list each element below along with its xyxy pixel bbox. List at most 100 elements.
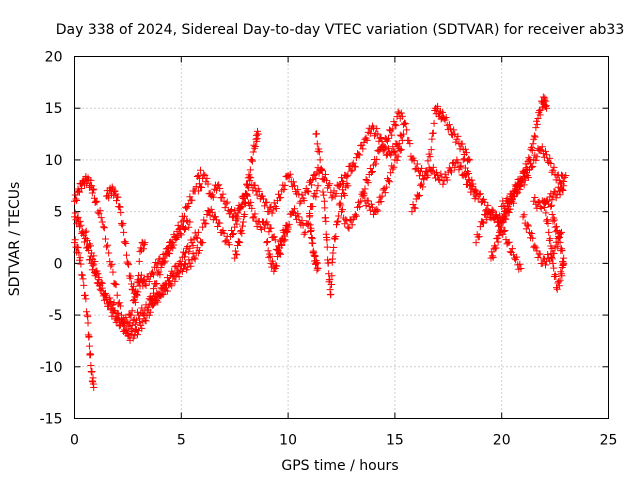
data-point bbox=[304, 220, 312, 228]
data-point bbox=[150, 271, 158, 279]
data-point bbox=[548, 255, 556, 263]
data-point bbox=[91, 199, 99, 207]
data-point bbox=[549, 217, 557, 225]
data-point bbox=[94, 270, 102, 278]
data-point bbox=[352, 212, 360, 220]
data-point bbox=[498, 219, 506, 227]
data-point bbox=[194, 187, 202, 195]
data-point bbox=[555, 232, 563, 240]
data-point bbox=[472, 239, 480, 247]
data-point bbox=[543, 151, 551, 159]
data-point bbox=[556, 191, 564, 199]
data-point bbox=[98, 279, 106, 287]
data-point bbox=[320, 197, 328, 205]
data-point bbox=[168, 243, 176, 251]
x-tick-label: 25 bbox=[600, 433, 618, 449]
data-point bbox=[268, 263, 276, 271]
x-tick-label: 15 bbox=[386, 433, 404, 449]
data-point bbox=[541, 261, 549, 269]
data-point bbox=[140, 311, 148, 319]
y-tick-label: -5 bbox=[49, 308, 63, 324]
data-point bbox=[543, 104, 551, 112]
data-point bbox=[314, 265, 322, 273]
data-point bbox=[103, 293, 111, 301]
data-point bbox=[306, 212, 314, 220]
data-point bbox=[280, 185, 288, 193]
data-point bbox=[243, 191, 251, 199]
data-point bbox=[273, 262, 281, 270]
data-point bbox=[373, 206, 381, 214]
data-point bbox=[320, 191, 328, 199]
data-point bbox=[181, 253, 189, 261]
data-point bbox=[277, 194, 285, 202]
data-point bbox=[478, 218, 486, 226]
data-point bbox=[172, 236, 180, 244]
data-point bbox=[528, 230, 536, 238]
data-point bbox=[105, 194, 113, 202]
data-point bbox=[227, 205, 235, 213]
data-point bbox=[78, 271, 86, 279]
data-point bbox=[76, 217, 84, 225]
data-point bbox=[538, 259, 546, 267]
data-point bbox=[351, 211, 359, 219]
data-point bbox=[145, 278, 153, 286]
data-point bbox=[488, 209, 496, 217]
data-point bbox=[117, 209, 125, 217]
data-point bbox=[135, 257, 143, 265]
data-point bbox=[495, 232, 503, 240]
data-point bbox=[344, 223, 352, 231]
data-point bbox=[264, 221, 272, 229]
data-point bbox=[235, 239, 243, 247]
data-point bbox=[170, 231, 178, 239]
data-point bbox=[117, 315, 125, 323]
data-point bbox=[278, 240, 286, 248]
data-point bbox=[535, 107, 543, 115]
data-point bbox=[558, 247, 566, 255]
data-point bbox=[553, 226, 561, 234]
y-tick-label: 20 bbox=[45, 50, 63, 66]
data-point bbox=[559, 258, 567, 266]
data-point bbox=[364, 179, 372, 187]
data-point bbox=[393, 156, 401, 164]
data-point bbox=[255, 187, 263, 195]
data-point bbox=[538, 143, 546, 151]
data-point bbox=[345, 224, 353, 232]
data-point bbox=[124, 259, 132, 267]
data-point bbox=[200, 216, 208, 224]
data-point bbox=[391, 148, 399, 156]
data-point bbox=[368, 168, 376, 176]
data-point bbox=[195, 180, 203, 188]
data-point bbox=[343, 173, 351, 181]
data-point bbox=[148, 295, 156, 303]
data-point bbox=[556, 238, 564, 246]
data-point bbox=[439, 113, 447, 121]
data-point bbox=[97, 278, 105, 286]
data-point bbox=[87, 176, 95, 184]
data-point bbox=[303, 187, 311, 195]
data-point bbox=[513, 253, 521, 261]
data-point bbox=[123, 318, 131, 326]
data-point bbox=[496, 226, 504, 234]
data-point bbox=[423, 167, 431, 175]
data-point bbox=[524, 173, 532, 181]
data-point bbox=[536, 111, 544, 119]
data-point bbox=[249, 186, 257, 194]
data-point bbox=[466, 156, 474, 164]
data-point bbox=[104, 241, 112, 249]
data-point bbox=[356, 203, 364, 211]
data-point bbox=[502, 212, 510, 220]
data-point bbox=[313, 140, 321, 148]
data-point bbox=[127, 325, 135, 333]
data-point bbox=[485, 208, 493, 216]
data-point bbox=[558, 272, 566, 280]
data-point bbox=[294, 210, 302, 218]
data-point bbox=[216, 219, 224, 227]
data-point bbox=[374, 207, 382, 215]
data-point bbox=[153, 279, 161, 287]
data-point bbox=[469, 180, 477, 188]
data-point bbox=[333, 218, 341, 226]
data-point bbox=[328, 272, 336, 280]
data-point bbox=[522, 169, 530, 177]
data-point bbox=[300, 197, 308, 205]
data-point bbox=[504, 197, 512, 205]
